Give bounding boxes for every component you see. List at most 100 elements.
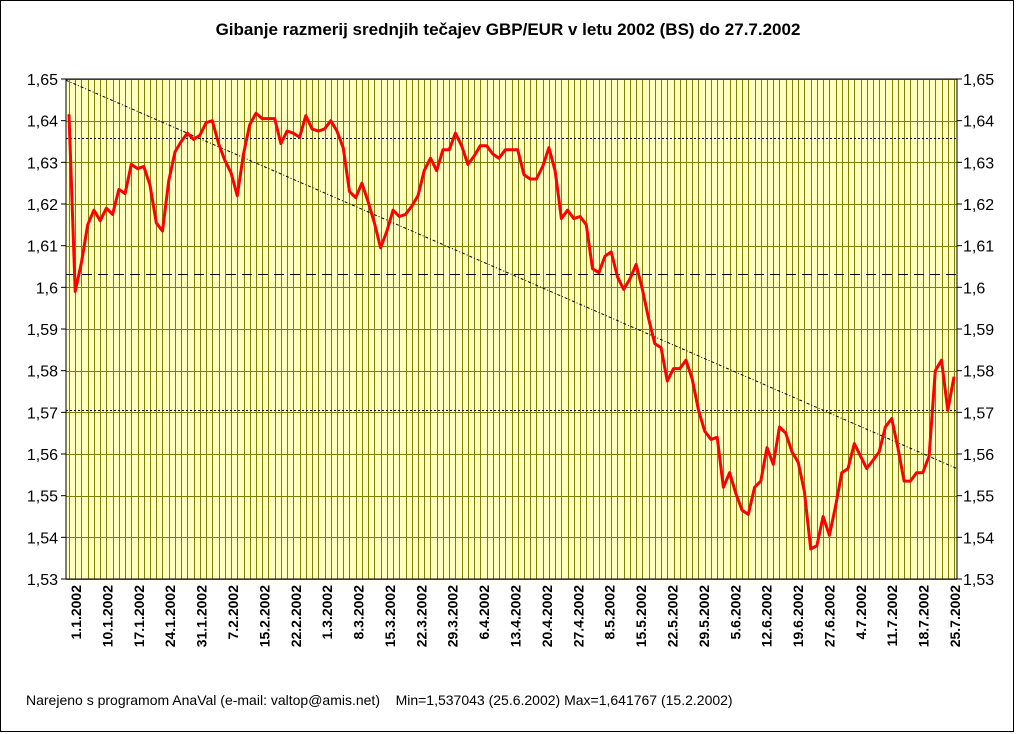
data-point (635, 263, 637, 265)
data-point (685, 359, 687, 361)
data-point (299, 136, 301, 138)
x-tick-label: 5.6.2002 (727, 585, 743, 640)
data-point (691, 378, 693, 380)
y-tick-label-left: 1,64 (27, 114, 58, 131)
y-tick-label-left: 1,59 (27, 322, 58, 339)
data-point (423, 170, 425, 172)
data-point (747, 513, 749, 516)
data-point (872, 459, 874, 461)
data-point (261, 118, 263, 120)
data-point (442, 149, 444, 151)
data-point (330, 120, 332, 122)
y-tick-label-right: 1,57 (963, 405, 994, 422)
data-point (417, 195, 419, 197)
y-tick-label-right: 1,56 (963, 447, 994, 464)
data-point (193, 138, 195, 140)
data-point (317, 130, 319, 132)
x-tick-label: 4.7.2002 (853, 585, 869, 640)
data-point (510, 149, 513, 151)
x-axis-labels: 1.1.2002 10.1.2002 17.1.2002 24.1.2002 31.1.… (68, 585, 963, 648)
data-point (461, 145, 463, 147)
x-tick-label: 24.1.2002 (162, 585, 178, 647)
x-tick-label: 15.5.2002 (633, 585, 649, 647)
data-point (803, 490, 806, 493)
data-point (467, 163, 469, 165)
data-point (361, 182, 363, 184)
data-point (841, 472, 843, 474)
data-point (610, 251, 612, 253)
y-tick-label-left: 1,65 (27, 72, 58, 89)
data-point (604, 255, 606, 257)
data-point (448, 149, 450, 151)
data-point (504, 149, 506, 151)
data-point (554, 170, 556, 172)
data-point (342, 147, 344, 149)
data-point (922, 472, 924, 474)
data-point (255, 112, 257, 114)
data-point (916, 472, 918, 474)
y-tick-label-right: 1,65 (963, 72, 994, 89)
x-tick-label: 6.4.2002 (476, 585, 492, 640)
x-tick-label: 8.5.2002 (602, 585, 618, 640)
y-tick-label-left: 1,53 (27, 572, 58, 589)
data-point (224, 159, 226, 161)
data-point (112, 213, 114, 215)
data-point (878, 451, 880, 453)
data-point (591, 268, 594, 270)
data-point (828, 534, 831, 536)
data-point (598, 272, 600, 274)
data-point (897, 447, 899, 449)
x-tick-label: 18.7.2002 (916, 585, 932, 647)
data-point (785, 432, 787, 434)
y-tick-label-left: 1,58 (27, 364, 58, 381)
data-point (847, 468, 849, 470)
data-point (729, 472, 731, 474)
x-tick-label: 27.4.2002 (570, 585, 586, 647)
data-point (754, 486, 756, 488)
data-point (641, 288, 644, 290)
data-point (797, 461, 799, 463)
x-tick-label: 20.4.2002 (539, 585, 555, 647)
x-tick-label: 25.7.2002 (947, 585, 963, 647)
data-point (143, 165, 145, 168)
data-point (934, 370, 936, 372)
data-point (280, 143, 282, 145)
x-tick-label: 22.3.2002 (413, 585, 429, 647)
data-point (859, 455, 862, 457)
data-point (473, 155, 475, 157)
data-point (311, 128, 313, 130)
trend-line (65, 79, 958, 470)
y-tick-label-left: 1,62 (27, 197, 58, 214)
data-point (211, 120, 213, 122)
x-tick-label: 29.5.2002 (696, 585, 712, 647)
data-point (404, 213, 407, 215)
y-tick-label-left: 1,63 (27, 155, 58, 172)
grid-lines (66, 79, 957, 580)
x-tick-label: 17.1.2002 (131, 585, 147, 647)
data-point (249, 124, 251, 126)
data-point (903, 480, 905, 482)
data-point (87, 224, 89, 226)
data-point (722, 486, 725, 488)
x-tick-label: 8.3.2002 (351, 585, 367, 640)
data-point (93, 209, 95, 211)
data-point (348, 190, 351, 193)
data-point (137, 168, 139, 170)
data-point (835, 505, 837, 507)
data-point (766, 447, 768, 449)
y-tick-label-right: 1,58 (963, 364, 994, 381)
data-point (205, 122, 207, 124)
data-point (710, 438, 712, 440)
y-tick-label-left: 1,55 (27, 489, 58, 506)
y-tick-label-right: 1,53 (963, 572, 994, 589)
data-point (523, 174, 525, 176)
data-point (124, 193, 126, 195)
data-point (286, 130, 288, 132)
x-tick-label: 13.4.2002 (508, 585, 524, 647)
data-point (548, 147, 550, 149)
x-tick-label: 29.3.2002 (445, 585, 461, 647)
data-point (105, 207, 107, 209)
data-point (573, 218, 575, 220)
